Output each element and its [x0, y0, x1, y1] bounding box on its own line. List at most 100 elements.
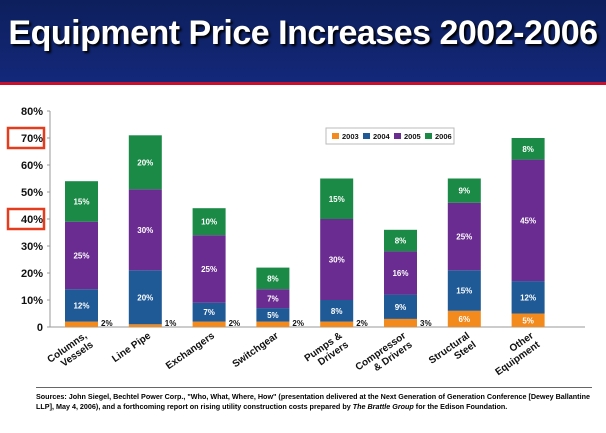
data-label: 30% — [137, 226, 153, 235]
bar-segment-2006 — [192, 208, 226, 236]
legend-label-2004: 2004 — [373, 132, 391, 141]
y-tick-label: 20% — [21, 268, 43, 280]
legend-label-2005: 2005 — [404, 132, 421, 141]
data-label: 30% — [329, 256, 345, 265]
bar-segment-2004 — [192, 302, 226, 322]
data-label: 15% — [456, 287, 472, 296]
title-underline — [0, 82, 606, 85]
category-label: Pumps &Drivers — [303, 330, 351, 373]
bar-segment-2004 — [447, 270, 481, 311]
bar-segment-2006 — [384, 229, 417, 252]
category-label: Columns,Vessels — [46, 330, 96, 374]
bar-segment-2004 — [65, 289, 98, 322]
bar-segment-2004 — [320, 300, 354, 322]
data-label: 8% — [331, 307, 343, 316]
bar-segment-2004 — [511, 281, 545, 314]
sources-text: Sources: John Siegel, Bechtel Power Corp… — [36, 392, 590, 411]
data-label: 20% — [137, 158, 153, 167]
data-label: 10% — [201, 218, 217, 227]
data-label: 2% — [229, 319, 241, 328]
bar-segment-2003 — [447, 310, 481, 327]
bar-segment-2003 — [511, 313, 545, 327]
bar-segment-2003 — [256, 321, 290, 327]
category-label-line: Line Pipe — [110, 330, 153, 365]
data-label: 12% — [73, 301, 89, 310]
legend-swatch-2004 — [363, 133, 370, 139]
sources-suffix: for the Edison Foundation. — [413, 402, 508, 411]
data-label: 5% — [522, 316, 534, 325]
bar-segment-2006 — [65, 181, 98, 222]
category-label-line: Exchangers — [164, 330, 217, 372]
data-label: 5% — [267, 311, 279, 320]
bar-segment-2003 — [384, 318, 417, 327]
y-tick-label: 60% — [21, 160, 43, 172]
data-label: 9% — [459, 187, 471, 196]
data-label: 8% — [267, 274, 279, 283]
data-label: 25% — [201, 265, 217, 274]
bar-segment-2006 — [256, 267, 290, 290]
data-label: 2% — [292, 319, 304, 328]
data-label: 2% — [356, 319, 368, 328]
bar-segment-2003 — [65, 321, 98, 327]
y-tick-highlight-box — [6, 207, 46, 231]
bar-segment-2003 — [192, 321, 226, 327]
legend-swatch-2005 — [394, 133, 401, 139]
data-label: 8% — [522, 145, 534, 154]
bar-segment-2006 — [320, 178, 354, 219]
legend-label-2003: 2003 — [342, 132, 359, 141]
data-label: 20% — [137, 293, 153, 302]
bar-segment-2003 — [128, 324, 162, 327]
slide-title: Equipment Price Increases 2002-2006 — [8, 14, 598, 52]
bar-segment-2006 — [128, 135, 162, 190]
bar-segment-2005 — [128, 189, 162, 271]
category-label: Line Pipe — [110, 330, 153, 365]
category-label: Switchgear — [231, 330, 281, 370]
data-label: 7% — [267, 295, 279, 304]
title-bar: Equipment Price Increases 2002-2006 — [0, 0, 606, 82]
bar-segment-2005 — [320, 219, 354, 300]
bar-segment-2006 — [447, 178, 481, 203]
bar-segment-2005 — [511, 159, 545, 282]
data-label: 1% — [165, 319, 177, 328]
bar-segment-2004 — [128, 270, 162, 325]
sources-note: Sources: John Siegel, Bechtel Power Corp… — [36, 392, 592, 412]
data-label: 45% — [520, 216, 536, 225]
bar-segment-2004 — [256, 308, 290, 322]
legend-swatch-2006 — [425, 133, 432, 139]
data-label: 8% — [395, 237, 407, 246]
data-label: 3% — [420, 319, 432, 328]
category-label: StructuralSteel — [427, 330, 478, 375]
y-tick-label: 10% — [21, 295, 43, 307]
data-label: 2% — [101, 319, 113, 328]
data-label: 9% — [395, 303, 407, 312]
y-tick-label: 70% — [21, 133, 43, 145]
bar-segment-2005 — [65, 221, 98, 290]
y-tick-label: 30% — [21, 241, 43, 253]
y-tick-label: 80% — [21, 106, 43, 118]
bar-segment-2003 — [320, 321, 354, 327]
data-label: 12% — [520, 293, 536, 302]
legend-label-2006: 2006 — [435, 132, 452, 141]
legend-box — [325, 127, 455, 145]
bar-segment-2005 — [447, 202, 481, 271]
data-label: 7% — [203, 308, 215, 317]
category-label: Exchangers — [164, 330, 217, 372]
data-label: 15% — [73, 197, 89, 206]
bar-segment-2005 — [256, 289, 290, 309]
data-label: 6% — [459, 315, 471, 324]
y-tick-label: 0 — [37, 322, 43, 334]
bar-segment-2005 — [384, 251, 417, 295]
y-tick-highlight-box — [6, 126, 46, 150]
y-tick-label: 50% — [21, 187, 43, 199]
sources-divider — [36, 387, 592, 388]
data-label: 15% — [329, 195, 345, 204]
legend-swatch-2003 — [332, 133, 339, 139]
category-label-line: Switchgear — [231, 330, 281, 370]
sources-emphasis: The Brattle Group — [352, 402, 414, 411]
data-label: 25% — [456, 233, 472, 242]
y-tick-label: 40% — [21, 214, 43, 226]
bar-segment-2004 — [384, 294, 417, 319]
data-label: 16% — [392, 269, 408, 278]
bar-segment-2005 — [192, 235, 226, 303]
data-label: 25% — [73, 251, 89, 260]
